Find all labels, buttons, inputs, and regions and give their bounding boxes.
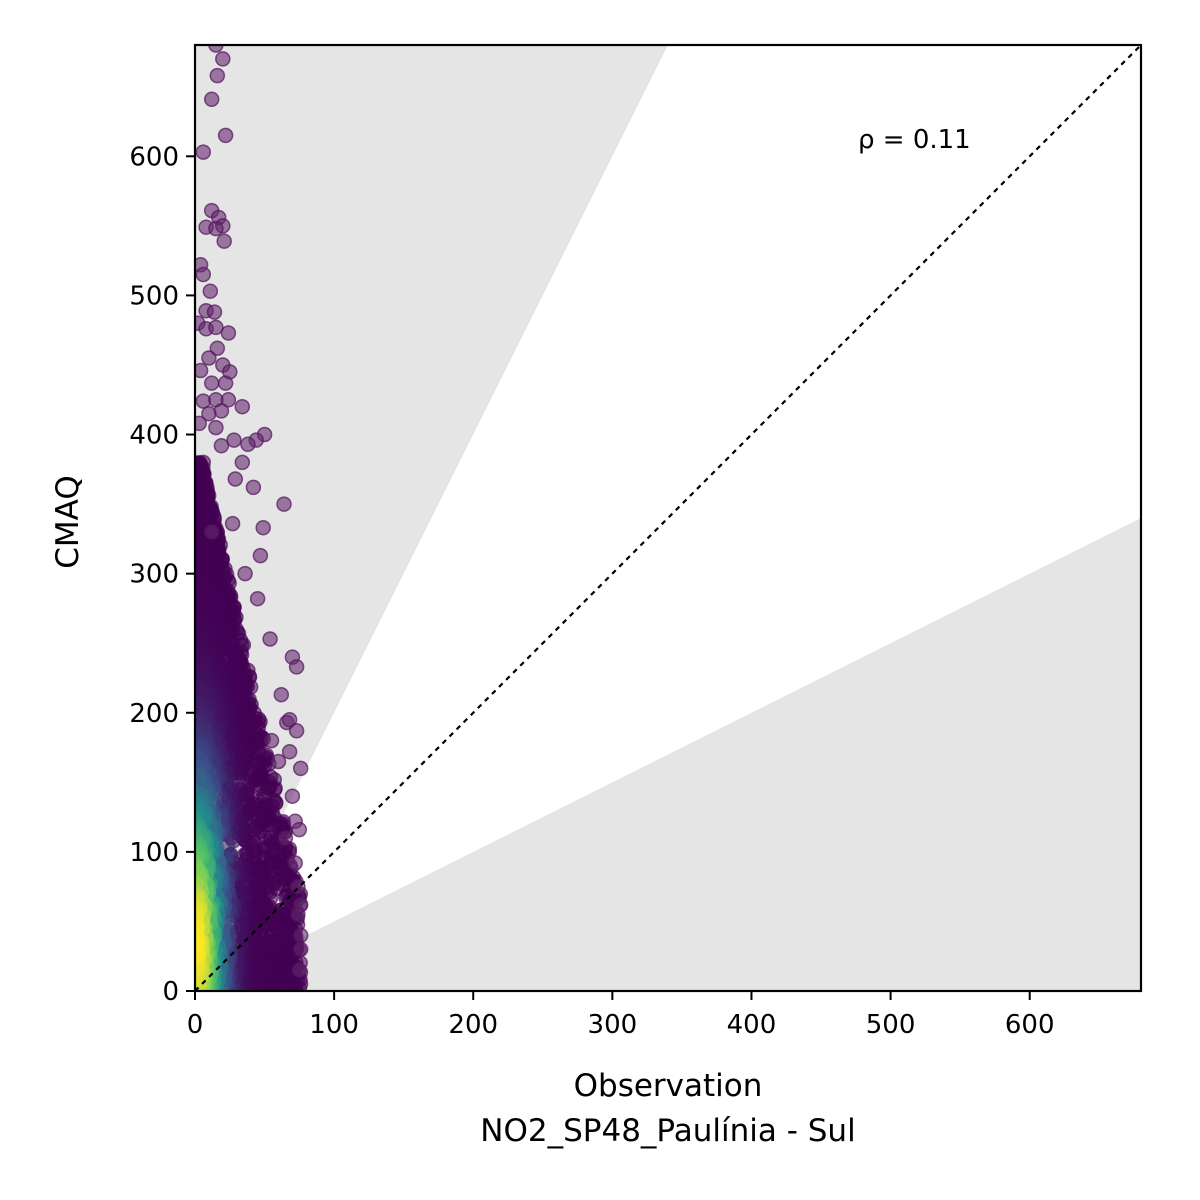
- data-point: [195, 266, 212, 283]
- data-point: [292, 760, 309, 777]
- data-point: [215, 51, 231, 67]
- data-point: [291, 962, 308, 978]
- data-point: [263, 732, 280, 749]
- data-point: [281, 743, 298, 760]
- x-tick-label: 300: [588, 1010, 638, 1040]
- y-tick-label: 0: [162, 977, 179, 1007]
- data-point: [203, 524, 220, 540]
- data-point: [201, 350, 217, 366]
- data-point: [281, 711, 298, 728]
- one-to-one-reference-line: [195, 45, 1141, 991]
- data-point: [208, 419, 224, 436]
- data-point: [208, 220, 224, 237]
- data-point: [208, 319, 224, 336]
- data-point: [284, 788, 301, 804]
- data-point: [262, 631, 278, 647]
- y-tick-label: 400: [129, 421, 179, 451]
- data-point: [227, 471, 244, 487]
- data-points: [195, 45, 309, 991]
- data-point: [255, 519, 271, 536]
- y-tick-label: 200: [129, 699, 179, 729]
- data-point: [237, 565, 253, 582]
- data-point: [209, 340, 226, 357]
- x-tick-label: 400: [727, 1010, 777, 1040]
- data-point: [224, 515, 241, 532]
- y-tick-label: 100: [129, 838, 179, 868]
- data-point: [252, 547, 269, 564]
- data-point: [195, 144, 212, 160]
- shade-region-upper: [195, 45, 668, 991]
- data-point: [287, 855, 303, 871]
- data-point: [217, 127, 234, 144]
- data-point: [195, 362, 209, 379]
- data-point: [290, 906, 306, 923]
- data-point: [220, 325, 237, 341]
- reference-line: [195, 45, 1141, 991]
- x-tick-label: 100: [309, 1010, 359, 1040]
- x-tick-label: 0: [187, 1010, 204, 1040]
- data-point: [270, 753, 287, 770]
- data-point: [292, 927, 309, 944]
- data-point: [273, 686, 290, 703]
- data-point: [206, 304, 223, 320]
- data-point: [203, 375, 220, 391]
- data-point: [249, 590, 266, 607]
- x-axis-label: Observation: [574, 1068, 763, 1104]
- shade-region-lower: [195, 518, 1141, 991]
- data-point: [240, 436, 256, 453]
- data-point: [288, 659, 305, 675]
- y-tick-label: 300: [129, 560, 179, 590]
- data-point: [291, 821, 308, 838]
- x-axis-sublabel: NO2_SP48_Paulínia - Sul: [480, 1113, 855, 1149]
- data-point: [292, 941, 309, 958]
- data-point: [234, 454, 251, 471]
- data-point: [217, 375, 234, 391]
- data-point: [213, 437, 230, 454]
- data-point: [277, 830, 294, 846]
- data-point: [203, 91, 220, 108]
- y-tick-label: 500: [129, 281, 179, 311]
- x-tick-label: 500: [866, 1010, 916, 1040]
- data-point: [202, 283, 219, 299]
- data-point: [208, 45, 224, 53]
- x-tick-label: 200: [448, 1010, 498, 1040]
- data-point: [213, 403, 230, 419]
- y-axis-ticks: 0 100 200 300 400 500 600: [129, 142, 195, 1007]
- correlation-annotation: ρ = 0.11: [858, 125, 971, 155]
- data-point: [216, 233, 232, 249]
- data-point: [195, 415, 207, 432]
- plot-frame: [193, 43, 1143, 993]
- y-axis-label: CMAQ: [50, 475, 86, 568]
- data-point: [226, 432, 242, 448]
- data-point: [209, 67, 226, 84]
- y-tick-label: 600: [129, 142, 179, 172]
- data-point: [276, 496, 292, 512]
- data-point: [288, 723, 305, 739]
- x-axis-ticks: 0 100 200 300 400 500 600: [187, 991, 1055, 1040]
- x-tick-label: 600: [1005, 1010, 1055, 1040]
- data-point: [245, 479, 262, 496]
- data-point: [220, 392, 237, 408]
- data-point: [234, 398, 251, 415]
- factor-2-shaded-regions: [195, 45, 1141, 991]
